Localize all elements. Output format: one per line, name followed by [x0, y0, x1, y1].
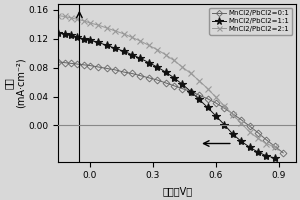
MnCl2/PbCl2=2:1 [147, 44, 151, 47]
MnCl2/PbCl2=1:1 [57, 32, 60, 34]
MnCl2/PbCl2=2:1 [122, 33, 125, 35]
MnCl2/PbCl2=1:1 [223, 124, 226, 126]
MnCl2/PbCl2=0:1 [147, 77, 151, 79]
MnCl2/PbCl2=2:1 [181, 66, 184, 68]
MnCl2/PbCl2=0:1 [69, 62, 73, 65]
MnCl2/PbCl2=2:1 [97, 24, 100, 26]
MnCl2/PbCl2=1:1 [105, 44, 109, 47]
MnCl2/PbCl2=2:1 [231, 113, 235, 116]
MnCl2/PbCl2=0:1 [256, 131, 260, 134]
MnCl2/PbCl2=1:1 [63, 33, 67, 35]
MnCl2/PbCl2=2:1 [57, 15, 60, 17]
MnCl2/PbCl2=2:1 [69, 17, 73, 19]
MnCl2/PbCl2=0:1 [206, 98, 209, 100]
MnCl2/PbCl2=2:1 [88, 22, 92, 24]
MnCl2/PbCl2=1:1 [248, 146, 251, 148]
MnCl2/PbCl2=2:1 [139, 40, 142, 42]
MnCl2/PbCl2=2:1 [206, 87, 209, 90]
MnCl2/PbCl2=1:1 [214, 115, 218, 117]
Y-axis label: 电流
(mA·cm⁻²): 电流 (mA·cm⁻²) [4, 58, 26, 108]
Legend: MnCl2/PbCl2=0:1, MnCl2/PbCl2=1:1, MnCl2/PbCl2=2:1: MnCl2/PbCl2=0:1, MnCl2/PbCl2=1:1, MnCl2/… [209, 8, 292, 35]
MnCl2/PbCl2=2:1 [105, 27, 109, 29]
X-axis label: 电压（V）: 电压（V） [162, 186, 192, 196]
Line: MnCl2/PbCl2=0:1: MnCl2/PbCl2=0:1 [56, 59, 286, 155]
MnCl2/PbCl2=0:1 [189, 90, 193, 93]
MnCl2/PbCl2=0:1 [239, 118, 243, 121]
MnCl2/PbCl2=1:1 [206, 106, 209, 109]
MnCl2/PbCl2=2:1 [113, 30, 117, 32]
MnCl2/PbCl2=2:1 [76, 18, 79, 21]
MnCl2/PbCl2=0:1 [281, 152, 285, 154]
MnCl2/PbCl2=0:1 [214, 102, 218, 104]
MnCl2/PbCl2=1:1 [265, 155, 268, 157]
MnCl2/PbCl2=1:1 [139, 57, 142, 60]
MnCl2/PbCl2=0:1 [172, 85, 176, 87]
MnCl2/PbCl2=1:1 [256, 151, 260, 153]
MnCl2/PbCl2=2:1 [164, 54, 167, 56]
MnCl2/PbCl2=1:1 [122, 50, 125, 52]
MnCl2/PbCl2=0:1 [139, 74, 142, 77]
MnCl2/PbCl2=2:1 [265, 142, 268, 145]
MnCl2/PbCl2=0:1 [88, 64, 92, 67]
MnCl2/PbCl2=1:1 [88, 39, 92, 41]
MnCl2/PbCl2=0:1 [63, 61, 67, 64]
MnCl2/PbCl2=0:1 [130, 72, 134, 75]
MnCl2/PbCl2=1:1 [82, 38, 85, 40]
MnCl2/PbCl2=0:1 [265, 139, 268, 141]
MnCl2/PbCl2=2:1 [155, 48, 159, 51]
MnCl2/PbCl2=0:1 [122, 71, 125, 73]
MnCl2/PbCl2=2:1 [223, 105, 226, 107]
MnCl2/PbCl2=0:1 [82, 64, 85, 66]
MnCl2/PbCl2=1:1 [172, 77, 176, 79]
MnCl2/PbCl2=0:1 [248, 125, 251, 127]
Line: MnCl2/PbCl2=1:1: MnCl2/PbCl2=1:1 [54, 29, 279, 162]
MnCl2/PbCl2=0:1 [76, 63, 79, 65]
MnCl2/PbCl2=1:1 [130, 54, 134, 56]
MnCl2/PbCl2=1:1 [231, 133, 235, 135]
MnCl2/PbCl2=1:1 [273, 157, 277, 159]
MnCl2/PbCl2=0:1 [57, 61, 60, 63]
MnCl2/PbCl2=0:1 [155, 79, 159, 81]
MnCl2/PbCl2=1:1 [76, 36, 79, 39]
Line: MnCl2/PbCl2=2:1: MnCl2/PbCl2=2:1 [56, 13, 278, 150]
MnCl2/PbCl2=1:1 [155, 66, 159, 68]
MnCl2/PbCl2=2:1 [214, 96, 218, 99]
MnCl2/PbCl2=2:1 [130, 36, 134, 39]
MnCl2/PbCl2=0:1 [231, 113, 235, 115]
MnCl2/PbCl2=1:1 [239, 140, 243, 143]
MnCl2/PbCl2=2:1 [256, 137, 260, 140]
MnCl2/PbCl2=0:1 [105, 67, 109, 70]
MnCl2/PbCl2=2:1 [189, 72, 193, 75]
MnCl2/PbCl2=2:1 [239, 122, 243, 124]
MnCl2/PbCl2=2:1 [63, 15, 67, 18]
MnCl2/PbCl2=1:1 [181, 83, 184, 86]
MnCl2/PbCl2=2:1 [172, 59, 176, 62]
MnCl2/PbCl2=2:1 [82, 20, 85, 22]
MnCl2/PbCl2=0:1 [97, 66, 100, 68]
MnCl2/PbCl2=2:1 [273, 146, 277, 148]
MnCl2/PbCl2=0:1 [223, 107, 226, 109]
MnCl2/PbCl2=0:1 [273, 145, 277, 148]
MnCl2/PbCl2=0:1 [181, 87, 184, 90]
MnCl2/PbCl2=2:1 [197, 79, 201, 82]
MnCl2/PbCl2=1:1 [197, 98, 201, 101]
MnCl2/PbCl2=0:1 [113, 69, 117, 71]
MnCl2/PbCl2=1:1 [113, 47, 117, 49]
MnCl2/PbCl2=1:1 [147, 61, 151, 64]
MnCl2/PbCl2=2:1 [248, 131, 251, 133]
MnCl2/PbCl2=1:1 [189, 90, 193, 93]
MnCl2/PbCl2=1:1 [69, 34, 73, 36]
MnCl2/PbCl2=0:1 [164, 82, 167, 84]
MnCl2/PbCl2=0:1 [197, 94, 201, 96]
MnCl2/PbCl2=1:1 [164, 71, 167, 73]
MnCl2/PbCl2=1:1 [97, 41, 100, 44]
